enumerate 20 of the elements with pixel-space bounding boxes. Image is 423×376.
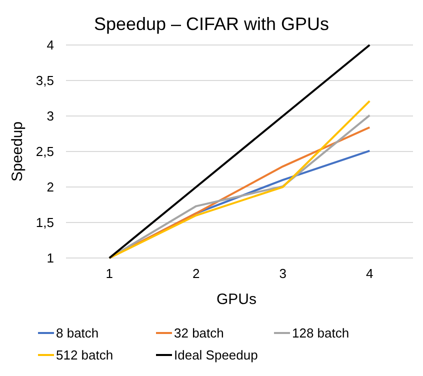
x-tick-label: 1 bbox=[106, 266, 113, 281]
x-tick-label: 3 bbox=[279, 266, 286, 281]
legend-label: 512 batch bbox=[56, 348, 114, 363]
y-axis-title: Speedup bbox=[9, 121, 26, 182]
y-tick-label: 1 bbox=[46, 250, 54, 266]
legend-label: 8 batch bbox=[56, 326, 99, 341]
y-tick-label: 4 bbox=[46, 38, 54, 53]
legend-label: 128 batch bbox=[292, 326, 350, 341]
y-tick-label: 1,5 bbox=[36, 215, 54, 230]
x-axis-title: GPUs bbox=[216, 291, 257, 308]
legend-label: Ideal Speedup bbox=[174, 348, 258, 363]
x-tick-label: 2 bbox=[192, 266, 200, 281]
x-tick-label: 4 bbox=[366, 266, 374, 281]
y-tick-label: 3,5 bbox=[36, 73, 54, 88]
y-tick-label: 3 bbox=[46, 108, 54, 124]
chart-title: Speedup – CIFAR with GPUs bbox=[94, 14, 330, 34]
y-tick-label: 2 bbox=[46, 180, 54, 195]
y-tick-label: 2,5 bbox=[36, 144, 54, 160]
legend-label: 32 batch bbox=[174, 326, 224, 341]
line-series bbox=[108, 44, 371, 259]
